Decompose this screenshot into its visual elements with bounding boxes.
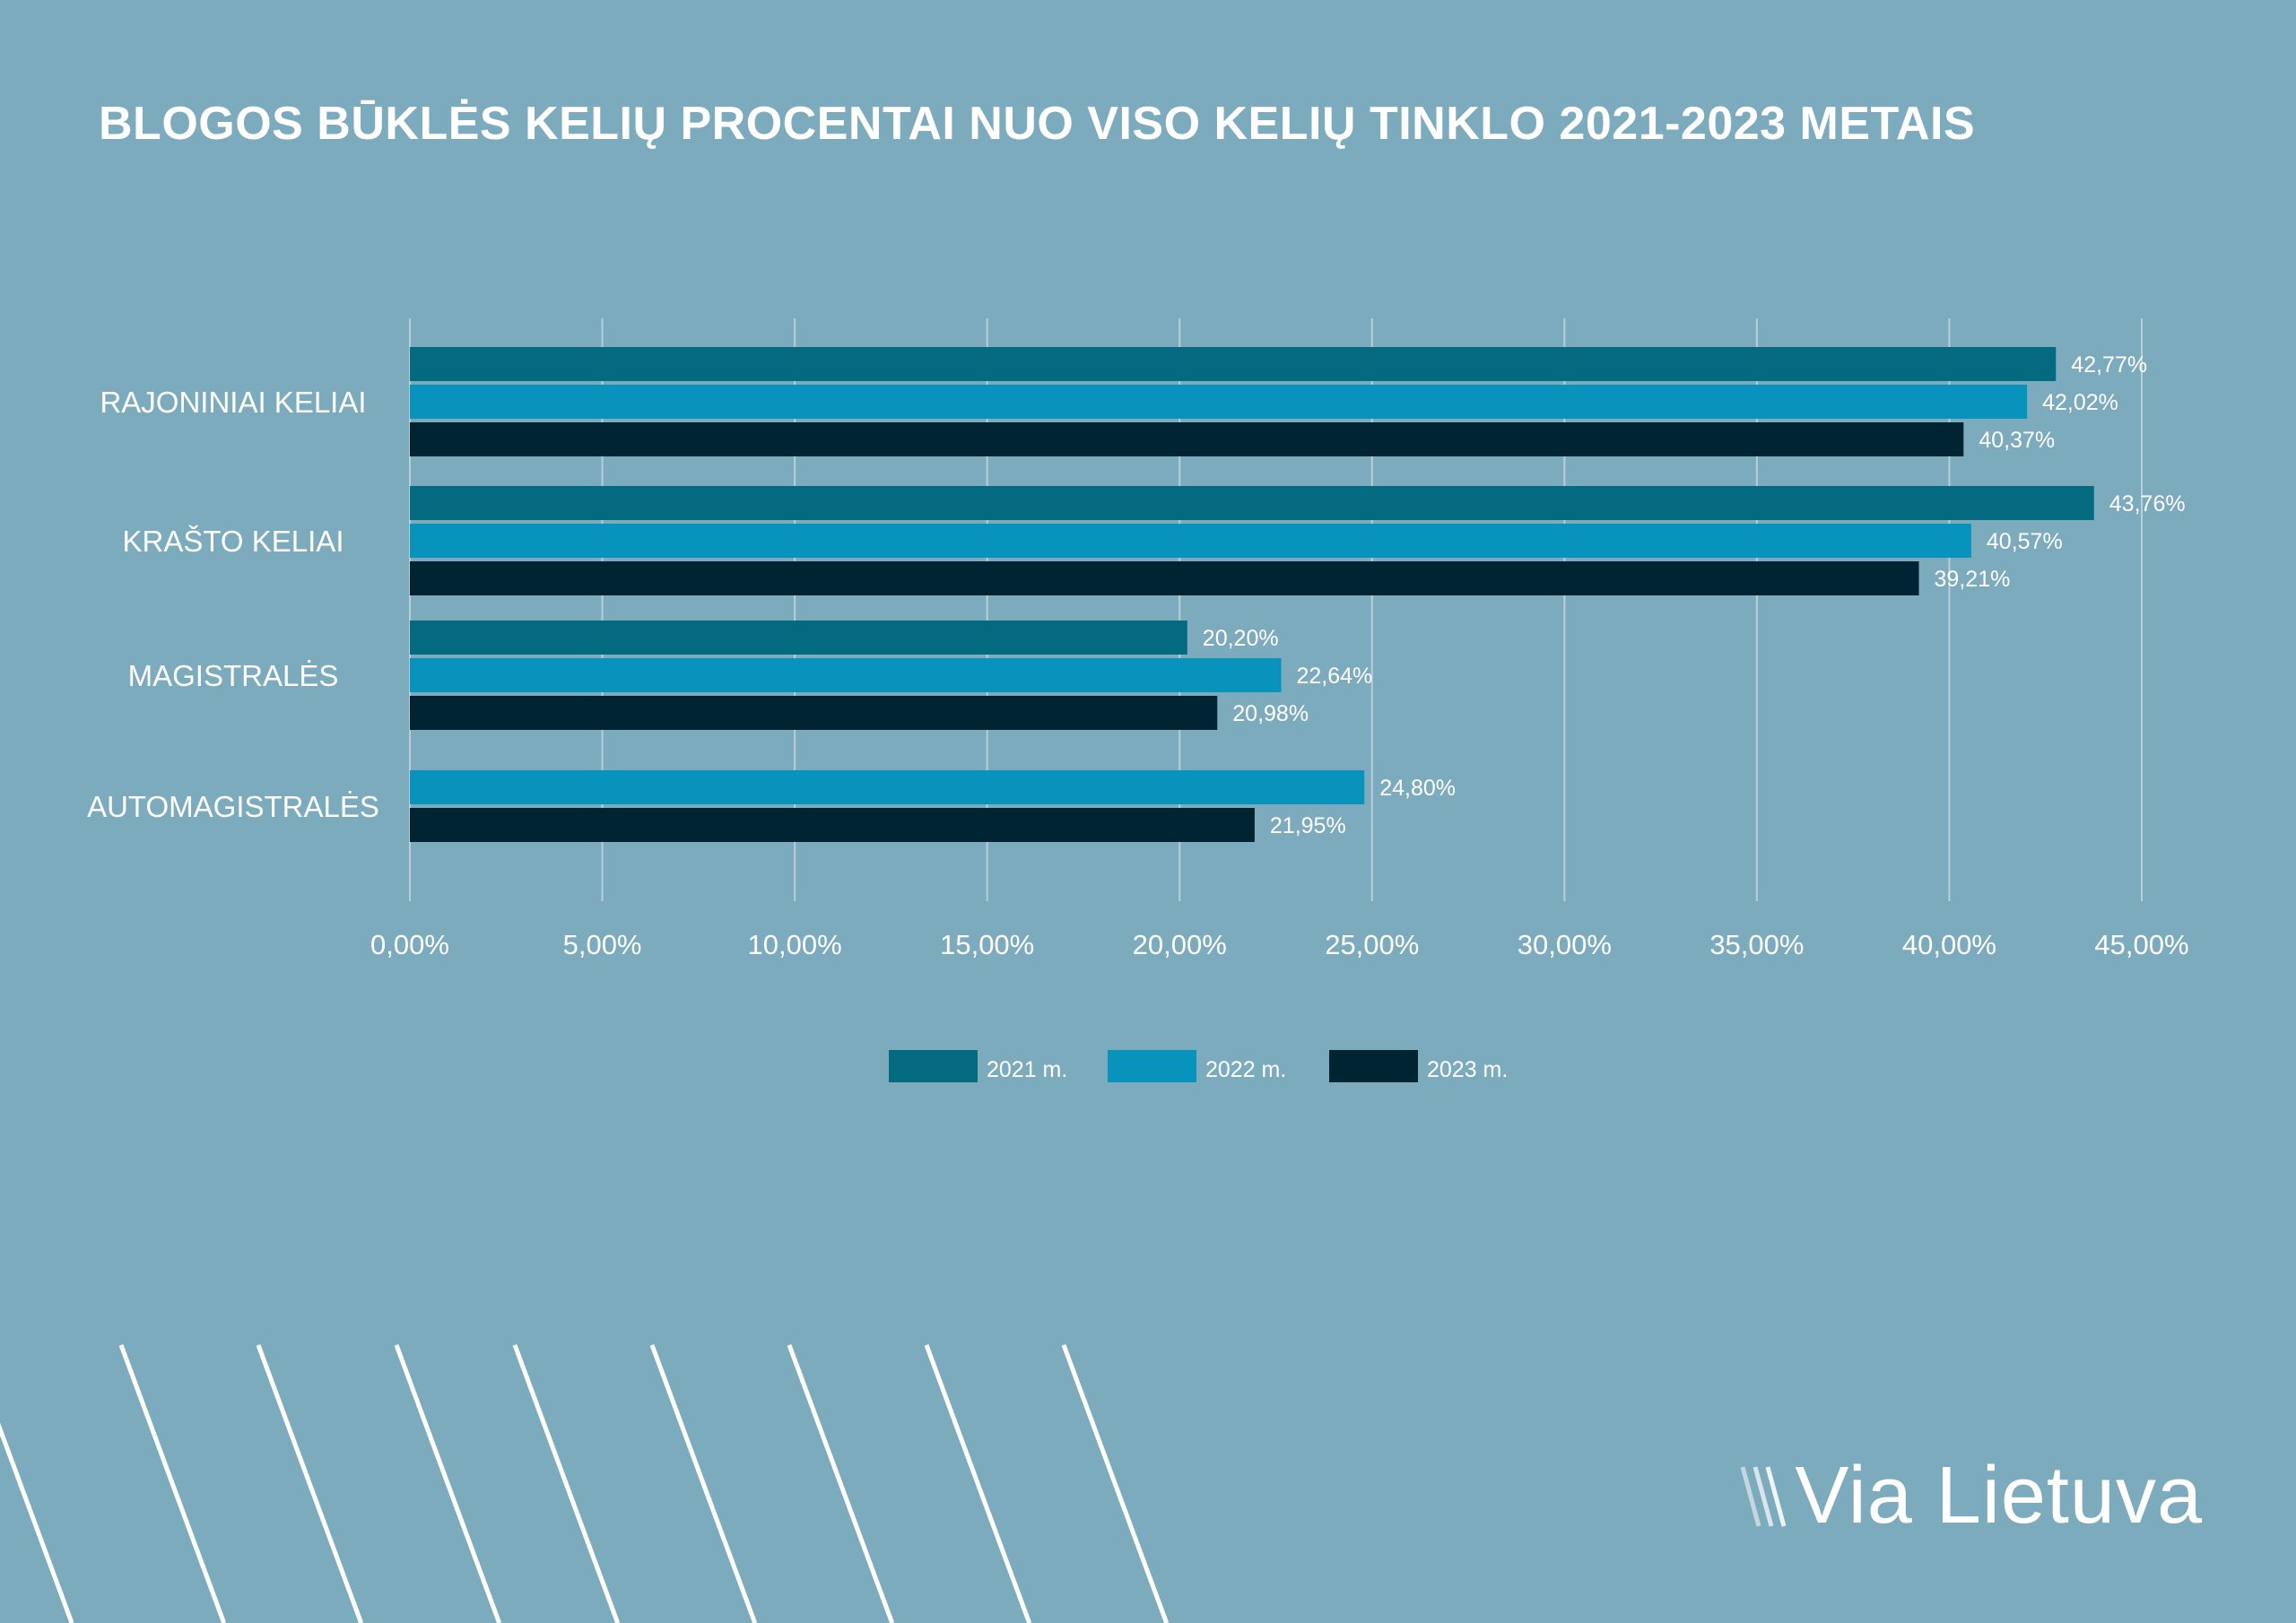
decor-stripe xyxy=(787,1344,895,1623)
legend-swatch xyxy=(1329,1050,1418,1082)
decorative-stripes xyxy=(0,1344,1170,1623)
x-tick-label: 10,00% xyxy=(748,929,842,960)
x-tick-label: 45,00% xyxy=(2094,929,2188,960)
via-lietuva-logo: Via Lietuva xyxy=(1735,1451,2203,1541)
category-label: RAJONINIAI KELIAI xyxy=(100,386,366,419)
x-tick-label: 20,00% xyxy=(1133,929,1227,960)
bar-value-label: 40,37% xyxy=(1979,428,2055,453)
decor-stripe xyxy=(512,1344,621,1623)
decor-stripe xyxy=(256,1344,364,1623)
bar xyxy=(410,561,1919,595)
x-tick-label: 30,00% xyxy=(1518,929,1612,960)
category-label: KRAŠTO KELIAI xyxy=(123,525,344,558)
bar-value-label: 21,95% xyxy=(1270,813,1346,838)
legend: 2021 m. 2022 m. 2023 m. xyxy=(889,1050,1508,1082)
legend-label: 2021 m. xyxy=(987,1057,1067,1082)
x-tick-label: 15,00% xyxy=(940,929,1034,960)
bar xyxy=(410,696,1218,730)
decor-stripe xyxy=(1061,1344,1170,1623)
legend-label: 2022 m. xyxy=(1205,1057,1286,1082)
bar-value-label: 20,98% xyxy=(1232,701,1309,726)
decor-stripe xyxy=(924,1344,1032,1623)
logo-text: Via Lietuva xyxy=(1795,1451,2203,1541)
bar-value-label: 42,77% xyxy=(2071,352,2147,378)
x-tick-label: 25,00% xyxy=(1325,929,1419,960)
legend-swatch xyxy=(1108,1050,1196,1082)
category-label: AUTOMAGISTRALĖS xyxy=(87,790,379,823)
bar-value-label: 42,02% xyxy=(2042,390,2118,415)
bar xyxy=(410,524,1971,558)
bar xyxy=(410,808,1255,842)
bar xyxy=(410,486,2094,520)
bar xyxy=(410,422,1964,456)
bar xyxy=(410,385,2028,419)
bar xyxy=(410,621,1187,655)
decor-stripe xyxy=(394,1344,502,1623)
category-label: MAGISTRALĖS xyxy=(128,659,339,692)
decor-stripe xyxy=(118,1344,227,1623)
bar-value-label: 39,21% xyxy=(1935,567,2011,592)
x-axis-tick-labels: 0,00% 5,00% 10,00% 15,00% 20,00% 25,00% 30,00%… xyxy=(370,929,2189,960)
x-tick-label: 35,00% xyxy=(1709,929,1804,960)
category-labels: RAJONINIAI KELIAI KRAŠTO KELIAI MAGISTRALĖ… xyxy=(87,386,379,823)
bar-value-label: 24,80% xyxy=(1379,776,1456,801)
bar-value-label: 40,57% xyxy=(1987,529,2063,554)
chart-title: BLOGOS BŪKLĖS KELIŲ PROCENTAI NUO VISO K… xyxy=(99,98,1976,150)
x-tick-label: 40,00% xyxy=(1902,929,1996,960)
decor-stripe xyxy=(0,1422,74,1623)
bar-value-label: 20,20% xyxy=(1203,626,1279,651)
bar-value-label: 43,76% xyxy=(2109,491,2186,516)
x-tick-label: 5,00% xyxy=(563,929,642,960)
logo-stripes-icon xyxy=(1740,1466,1787,1527)
bar xyxy=(410,658,1282,692)
bar xyxy=(410,347,2057,381)
bar-value-label: 22,64% xyxy=(1297,664,1373,689)
decor-stripe xyxy=(649,1344,758,1623)
legend-label: 2023 m. xyxy=(1427,1057,1508,1082)
bars xyxy=(410,347,2094,842)
legend-swatch xyxy=(889,1050,978,1082)
value-labels: 42,77% 42,02% 40,37% 43,76% 40,57% 39,21% 20,2… xyxy=(1203,352,2186,838)
bar xyxy=(410,770,1365,804)
x-tick-label: 0,00% xyxy=(370,929,449,960)
